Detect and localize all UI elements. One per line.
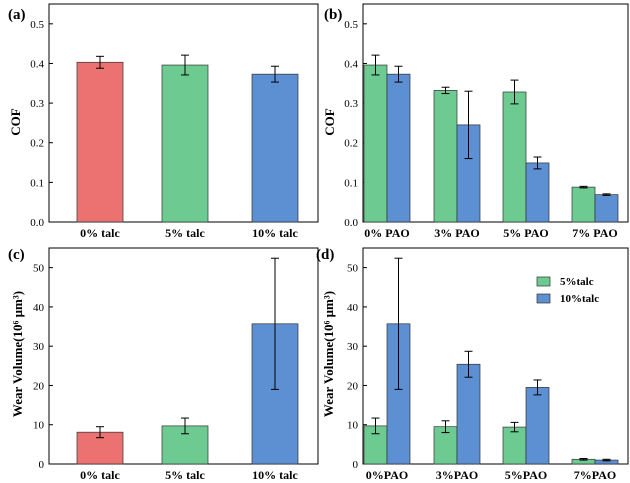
panel-d-ytick-label: 10 [347,420,359,432]
panel-a-label: (a) [8,7,26,23]
panel-a-xtick-label: 0% talc [80,226,120,240]
panel-b-xtick-label: 5% PAO [503,226,548,240]
legend-swatch-10-talc [536,293,551,304]
panel-b-xtick-label: 3% PAO [434,226,479,240]
panel-a-xtick-label: 10% talc [252,226,298,240]
panel-b-bar-s0-1 [433,90,458,223]
panel-b-bar-s1-3 [594,194,619,223]
panel-a-bar-1 [161,64,209,223]
panel-d-plot: 0 10 20 30 40 50 0%PAO 3%PAO 5%PAO 7%PAO [347,247,629,482]
panel-d-ytick-label: 0 [353,459,359,471]
panel-b-bar-s1-0 [386,73,411,223]
panel-d-xtick-label: 3%PAO [436,468,478,482]
panel-b: (b) COF 0.0 0.1 0.2 0.3 0.4 0.5 0% PAO 3% PAO 5%… [322,3,629,240]
panel-b-axes-frame [362,3,629,223]
panel-c-ytick-label: 0 [39,459,45,471]
panel-b-xtick-label: 0% PAO [364,226,409,240]
panel-b-label: (b) [324,7,342,23]
panel-c-ytick-label: 30 [33,341,45,353]
panel-d-ytick-label: 20 [347,380,359,392]
legend-swatch-5-talc [536,276,551,287]
panel-a-ytick-label: 0.1 [30,177,44,189]
panel-b-ytick-label: 0.1 [344,177,358,189]
panel-c-xtick-label: 5% talc [165,468,205,482]
panel-d-label: (d) [316,247,334,263]
panel-a-bar-2 [251,73,299,223]
panel-c-ytick-label: 10 [33,420,45,432]
panel-c-ytick-label: 50 [33,263,45,275]
panel-d-xtick-label: 7%PAO [574,468,616,482]
panel-c-ytick-label: 40 [33,302,45,314]
panel-b-bar-s0-3 [571,186,596,223]
panel-a-ylabel: COF [8,108,23,136]
panel-d-ytick-label: 30 [347,341,359,353]
panel-d-bar-s1-1 [456,363,481,465]
panel-b-ytick-label: 0.5 [344,19,358,31]
panel-c-xtick-label: 10% talc [252,468,298,482]
panel-a-ytick-label: 0.3 [30,98,44,110]
panel-d-ytick-label: 50 [347,263,359,275]
panel-d-axes-frame [362,247,629,465]
panel-b-ylabel: COF [322,108,337,136]
panel-d-legend: 5%talc 10%talc [536,276,599,305]
panel-a-xtick-label: 5% talc [165,226,205,240]
panel-a-ytick-label: 0.0 [30,217,44,229]
panel-c-ylabel: Wear Volume(10⁶ μm³) [10,291,25,417]
panel-d-xtick-label: 5%PAO [505,468,547,482]
panel-b-xtick-label: 7% PAO [572,226,617,240]
panel-c-ytick-label: 20 [33,380,45,392]
panel-b-ytick-label: 0.4 [344,58,358,70]
legend-label-10-talc: 10%talc [560,293,599,305]
panel-b-ytick-label: 0.2 [344,138,358,150]
panel-d-ytick-label: 40 [347,302,359,314]
panel-c: (c) Wear Volume(10⁶ μm³) 0 10 20 30 40 50 0% t… [8,247,319,482]
panel-a-ytick-label: 0.5 [30,19,44,31]
panel-d-ylabel: Wear Volume(10⁶ μm³) [321,291,336,417]
panel-d-xtick-label: 0%PAO [366,468,408,482]
panel-a-ytick-label: 0.2 [30,138,44,150]
panel-a-bar-0 [76,61,124,223]
panel-d-bar-s1-2 [525,387,550,465]
panel-d: (d) Wear Volume(10⁶ μm³) 0 10 20 30 40 50 0%PA… [316,247,629,482]
panel-b-plot: 0.0 0.1 0.2 0.3 0.4 0.5 0% PAO 3% PAO 5% PAO 7% P… [344,3,629,240]
panel-a: (a) COF 0.0 0.1 0.2 0.3 0.4 0.5 0% talc 5% talc… [8,3,319,240]
panel-a-ytick-label: 0.4 [30,58,44,70]
legend-label-5-talc: 5%talc [560,276,594,288]
panel-b-bar-s1-2 [525,162,550,223]
panel-c-plot: 0 10 20 30 40 50 0% talc 5% talc 10% talc [33,247,319,482]
panel-a-plot: 0.0 0.1 0.2 0.3 0.4 0.5 0% talc 5% talc 10% talc [30,3,319,240]
panel-d-bar-s0-2 [502,426,527,465]
panel-b-bar-s0-2 [502,91,527,223]
panel-b-bar-s0-0 [363,64,388,223]
panel-b-ytick-label: 0.3 [344,98,358,110]
panel-b-ytick-label: 0.0 [344,217,358,229]
panel-c-xtick-label: 0% talc [80,468,120,482]
panel-c-label: (c) [8,247,25,263]
